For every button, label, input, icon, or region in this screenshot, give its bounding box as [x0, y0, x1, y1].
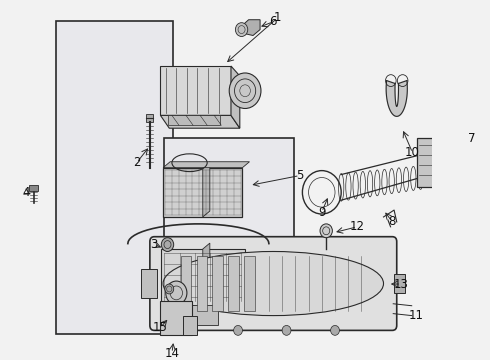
Circle shape	[320, 224, 332, 238]
Bar	[168, 243, 252, 307]
Bar	[161, 249, 245, 305]
Polygon shape	[160, 116, 240, 128]
Text: 5: 5	[296, 169, 303, 182]
Circle shape	[229, 73, 261, 108]
Circle shape	[185, 325, 194, 335]
Bar	[164, 139, 294, 270]
Bar	[196, 256, 207, 311]
Bar	[394, 274, 405, 293]
Bar	[160, 301, 192, 335]
Circle shape	[282, 325, 291, 335]
Text: 2: 2	[133, 156, 141, 169]
Circle shape	[235, 23, 248, 36]
Text: 12: 12	[349, 220, 365, 233]
Text: 13: 13	[393, 278, 409, 291]
Polygon shape	[386, 81, 407, 116]
Circle shape	[166, 281, 187, 305]
Bar	[161, 305, 187, 325]
Polygon shape	[160, 66, 231, 116]
Circle shape	[165, 284, 173, 294]
Polygon shape	[240, 20, 260, 36]
Text: 10: 10	[405, 147, 420, 159]
Circle shape	[234, 325, 243, 335]
Bar	[181, 256, 191, 311]
Bar	[183, 316, 196, 335]
Bar	[417, 138, 466, 188]
Text: 11: 11	[409, 309, 424, 322]
Bar	[56, 21, 173, 334]
Bar	[228, 256, 239, 311]
Circle shape	[161, 238, 173, 252]
Polygon shape	[203, 243, 210, 305]
Ellipse shape	[163, 252, 384, 316]
Bar	[29, 185, 38, 191]
Polygon shape	[231, 66, 240, 128]
Text: 14: 14	[165, 347, 179, 360]
Text: 8: 8	[389, 215, 396, 228]
Text: 4: 4	[23, 186, 30, 199]
FancyBboxPatch shape	[150, 237, 397, 330]
Bar	[244, 256, 255, 311]
Text: 15: 15	[153, 321, 168, 334]
Polygon shape	[203, 162, 210, 217]
Bar	[147, 114, 153, 122]
Text: 6: 6	[270, 15, 277, 28]
Text: 3: 3	[150, 238, 158, 251]
Circle shape	[331, 325, 340, 335]
Text: 7: 7	[468, 131, 475, 145]
Bar	[192, 305, 218, 325]
Bar	[163, 168, 243, 217]
Bar	[168, 116, 220, 125]
Text: 9: 9	[318, 206, 325, 219]
Text: 1: 1	[274, 11, 281, 24]
Polygon shape	[163, 162, 249, 168]
Bar	[213, 256, 223, 311]
Bar	[141, 269, 157, 298]
